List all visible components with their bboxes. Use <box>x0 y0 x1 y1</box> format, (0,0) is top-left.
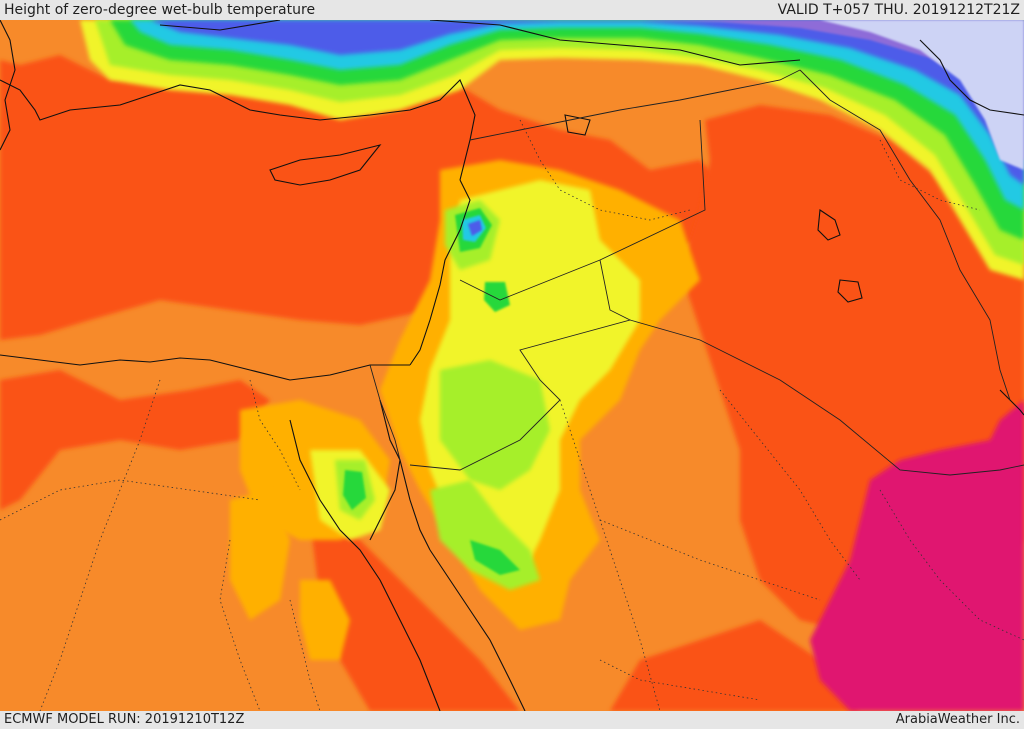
weather-map <box>0 20 1024 711</box>
coastline-sinai-east <box>369 399 401 541</box>
red-orange-south-east <box>610 620 860 711</box>
coastline-levant <box>409 179 471 366</box>
red-orange-sinai-coast <box>0 370 270 510</box>
coastline-black-sea <box>159 20 801 66</box>
green-sinai-spot <box>343 470 366 510</box>
lake-habbaniyah <box>837 279 863 303</box>
green-jordan-spot <box>484 282 510 312</box>
map-header: Height of zero-degree wet-bulb temperatu… <box>0 0 1024 20</box>
amber-egypt-patch <box>230 490 290 620</box>
pale-lavender-north-east <box>820 20 1024 170</box>
coastline-sinai-west <box>289 419 441 711</box>
map-svg <box>0 20 1024 711</box>
light-green-dead-sea <box>440 360 550 490</box>
coastline-red-sea-east <box>429 549 526 711</box>
border-iran-iraq <box>799 69 1011 401</box>
amber-red-sea-patch <box>300 580 350 660</box>
dotted-border-9 <box>879 489 1024 641</box>
map-footer: ECMWF MODEL RUN: 20191210T12Z ArabiaWeat… <box>0 711 1024 729</box>
border-egypt-israel <box>369 364 401 461</box>
green-aqaba-spot <box>470 540 520 575</box>
coastline-egypt <box>0 354 410 381</box>
border-jordan-iraq <box>409 259 632 471</box>
lake-tharthar <box>817 209 841 241</box>
dotted-border-10 <box>599 659 761 701</box>
gulf-coast <box>999 389 1024 416</box>
cyan-north-band <box>130 20 1024 210</box>
border-saudi-iraq <box>629 319 1024 476</box>
valid-time: VALID T+057 THU. 20191212T21Z <box>777 2 1020 18</box>
credit: ArabiaWeather Inc. <box>895 712 1020 727</box>
coastlines <box>0 20 1024 711</box>
green-north-band <box>110 20 1024 240</box>
magenta-south-east <box>810 400 1024 711</box>
red-orange-red-sea <box>310 520 520 711</box>
coastline-cyprus <box>269 144 382 186</box>
dotted-border-6 <box>719 389 861 581</box>
blue-lebanon-spot <box>468 220 482 236</box>
lake-van <box>564 114 591 136</box>
province-borders <box>0 119 1024 711</box>
map-title: Height of zero-degree wet-bulb temperatu… <box>4 2 316 18</box>
coastline-aqaba <box>399 459 431 551</box>
dotted-border-1 <box>39 379 161 711</box>
coastline-aegean <box>0 20 16 151</box>
dotted-border-8 <box>249 379 301 491</box>
coastline-turkey <box>0 79 476 181</box>
national-borders <box>369 69 1024 476</box>
model-run: ECMWF MODEL RUN: 20191210T12Z <box>4 712 245 727</box>
border-syria-turkey <box>469 69 801 141</box>
dotted-border-4 <box>559 399 661 711</box>
coastline-caspian <box>919 39 1024 116</box>
dotted-border-3 <box>519 119 691 221</box>
